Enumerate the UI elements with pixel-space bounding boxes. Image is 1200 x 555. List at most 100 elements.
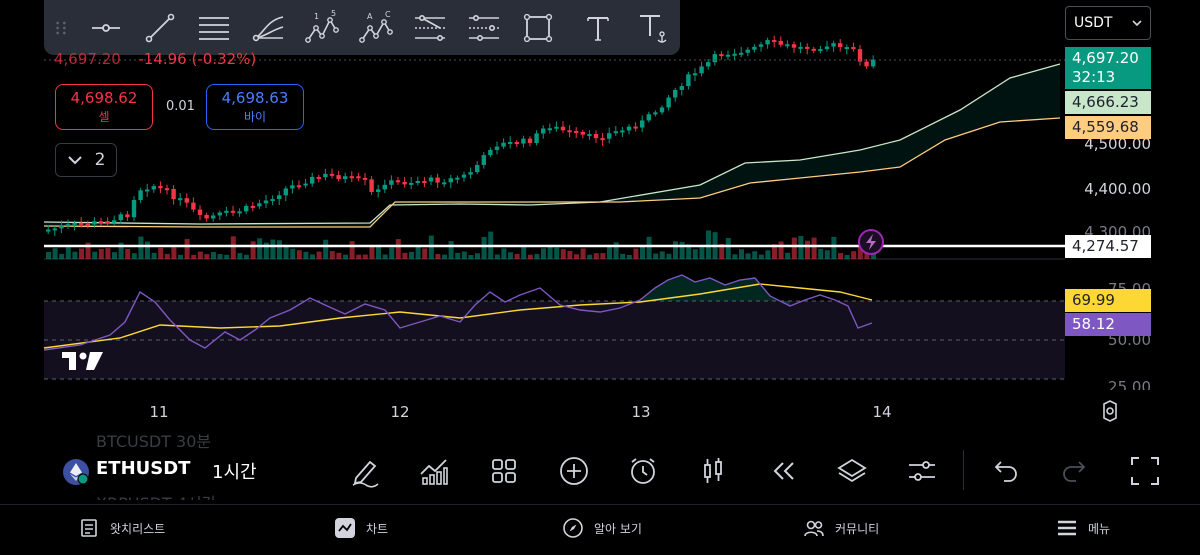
volume-bar	[527, 254, 533, 259]
volume-bar	[468, 254, 474, 259]
volume-bar	[699, 247, 705, 259]
volume-bar	[145, 241, 150, 259]
text-icon[interactable]	[578, 8, 618, 48]
volume-bar	[554, 247, 560, 259]
chart-tab-icon	[335, 518, 355, 538]
nav-menu[interactable]: 메뉴	[1056, 517, 1110, 539]
volume-bar	[204, 254, 210, 259]
symbol-name[interactable]: ETHUSDT	[96, 458, 191, 479]
regression-channel-icon[interactable]	[464, 8, 504, 48]
cursor-tool-icon[interactable]	[86, 8, 126, 48]
indicators-icon[interactable]	[417, 454, 451, 488]
volume-bar	[283, 244, 289, 259]
sell-price: 4,698.62	[70, 89, 138, 107]
volume-bar	[857, 247, 863, 259]
candle-body	[184, 198, 189, 203]
rsi-ma-tag: 69.99	[1065, 289, 1151, 312]
layouts-grid-icon[interactable]	[487, 454, 521, 488]
horizontal-line-tag: 4,274.57	[1065, 235, 1151, 258]
volume-bar	[547, 245, 553, 259]
volume-bar	[310, 254, 315, 259]
alarm-clock-icon[interactable]	[626, 454, 660, 488]
volume-bar	[409, 251, 414, 259]
candle-body	[455, 177, 460, 180]
upper-band-line	[43, 63, 1061, 225]
candle-body	[448, 178, 453, 183]
candle-body	[52, 228, 57, 231]
candle-body	[171, 188, 176, 200]
candle-body	[864, 61, 869, 67]
candle-body	[336, 175, 341, 180]
price-chart[interactable]: 11 12 13 14	[0, 0, 1200, 430]
candle-body	[673, 89, 678, 98]
fullscreen-icon[interactable]	[1128, 454, 1162, 488]
replay-rewind-icon[interactable]	[766, 454, 800, 488]
rsi-tag: 58.12	[1065, 313, 1151, 336]
candle-body	[679, 86, 684, 90]
volume-bar	[435, 253, 441, 259]
rectangle-icon[interactable]	[518, 8, 558, 48]
indicator-toggle-button[interactable]: 2	[55, 143, 117, 177]
trend-line-icon[interactable]	[140, 8, 180, 48]
drag-handle-icon[interactable]	[46, 8, 76, 48]
volume-bar	[607, 244, 612, 259]
candle-body	[303, 183, 308, 186]
candle-body	[686, 74, 691, 87]
volume-bar	[494, 254, 500, 259]
volume-bar	[290, 248, 296, 259]
layers-icon[interactable]	[835, 454, 869, 488]
buy-button[interactable]: 4,698.63 바이	[206, 84, 304, 130]
candle-body	[857, 49, 863, 62]
candle-body	[369, 179, 374, 192]
candle-body	[871, 59, 876, 67]
candle-body	[785, 44, 790, 47]
price-tick: 4,400.00	[1084, 180, 1151, 198]
pencil-icon[interactable]	[348, 454, 382, 488]
volume-bar	[461, 251, 467, 259]
time-tick: 11	[149, 403, 168, 421]
redo-icon[interactable]	[1058, 454, 1092, 488]
parallel-channel-icon[interactable]	[410, 8, 450, 48]
nav-chart[interactable]: 차트	[334, 517, 388, 539]
candle-body	[765, 40, 770, 45]
candlestick-type-icon[interactable]	[696, 454, 730, 488]
candle-body	[230, 210, 236, 213]
candle-body	[263, 200, 269, 204]
undo-icon[interactable]	[988, 454, 1022, 488]
volume-bar	[131, 253, 137, 259]
candle-body	[838, 43, 843, 48]
buy-label: 바이	[243, 110, 267, 124]
nav-explore[interactable]: 알아 보기	[562, 517, 642, 539]
volume-bar	[864, 253, 870, 259]
candle-body	[666, 97, 671, 108]
nav-community[interactable]: 커뮤니티	[803, 517, 879, 539]
candle-body	[593, 134, 599, 139]
fib-retracement-icon[interactable]	[194, 8, 234, 48]
sell-button[interactable]: 4,698.62 셀	[55, 84, 153, 130]
volume-bar	[46, 251, 51, 259]
volume-bar	[112, 252, 117, 259]
candle-body	[712, 54, 717, 63]
candle-body	[791, 44, 797, 48]
add-plus-icon[interactable]	[557, 454, 591, 488]
candle-body	[59, 225, 64, 229]
volume-bar	[791, 237, 797, 259]
settings-hexagon-icon[interactable]	[1103, 400, 1117, 422]
candle-body	[481, 155, 486, 165]
alert-bolt-icon[interactable]	[858, 229, 884, 255]
candle-body	[237, 211, 242, 214]
currency-select[interactable]: USDT	[1065, 6, 1151, 40]
interval-selector[interactable]: 1시간	[212, 462, 257, 483]
candle-body	[382, 184, 387, 190]
volume-bar	[349, 241, 355, 259]
pitchfork-icon[interactable]	[248, 8, 288, 48]
settings-sliders-icon[interactable]	[905, 454, 939, 488]
volume-bar	[580, 248, 586, 259]
candle-body	[574, 130, 579, 133]
anchored-text-icon[interactable]	[632, 8, 672, 48]
volume-bar	[541, 248, 546, 259]
nav-watchlist[interactable]: 왓치리스트	[78, 517, 165, 539]
candle-body	[409, 182, 414, 185]
